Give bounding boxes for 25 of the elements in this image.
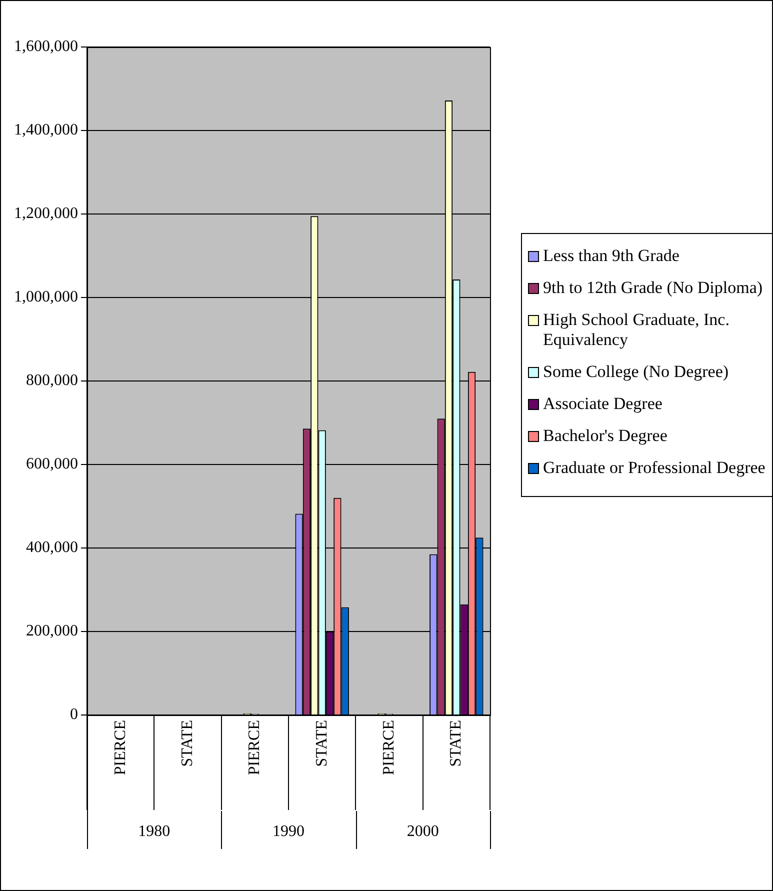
legend-label: Less than 9th Grade [543, 246, 680, 266]
y-tick-label: 1,000,000 [14, 288, 78, 306]
legend-label: 9th to 12th Grade (No Diploma) [543, 278, 763, 298]
x-tick-label: PIERCE [112, 720, 129, 776]
x-tick-label: PIERCE [246, 720, 264, 776]
y-tick-label: 200,000 [26, 622, 78, 640]
text: 1980 [138, 823, 170, 840]
y-tick-label: 400,000 [26, 539, 78, 556]
y-tick-label: 800,000 [26, 372, 78, 390]
text: 1990 [272, 823, 304, 840]
x-tick-label: STATE [178, 720, 196, 767]
x-tick-label: STATE [448, 720, 465, 767]
y-tick-label: 1,400,000 [14, 122, 78, 139]
x-tick-label: STATE [313, 720, 330, 767]
y-tick-label: 600,000 [26, 456, 78, 473]
legend-label: Graduate or Professional Degree [543, 458, 766, 478]
y-tick-label: 1,600,000 [14, 38, 78, 56]
text: 2000 [406, 823, 439, 840]
y-tick-label: 0 [70, 706, 78, 724]
y-tick-label: 1,200,000 [14, 205, 78, 222]
legend-label: Some College (No Degree) [543, 362, 729, 382]
x-tick-label: PIERCE [380, 720, 398, 776]
legend-label: Associate Degree [543, 394, 662, 414]
legend-label: Bachelor's Degree [543, 426, 668, 446]
legend-label: High School Graduate, Inc. Equivalency [543, 310, 730, 350]
